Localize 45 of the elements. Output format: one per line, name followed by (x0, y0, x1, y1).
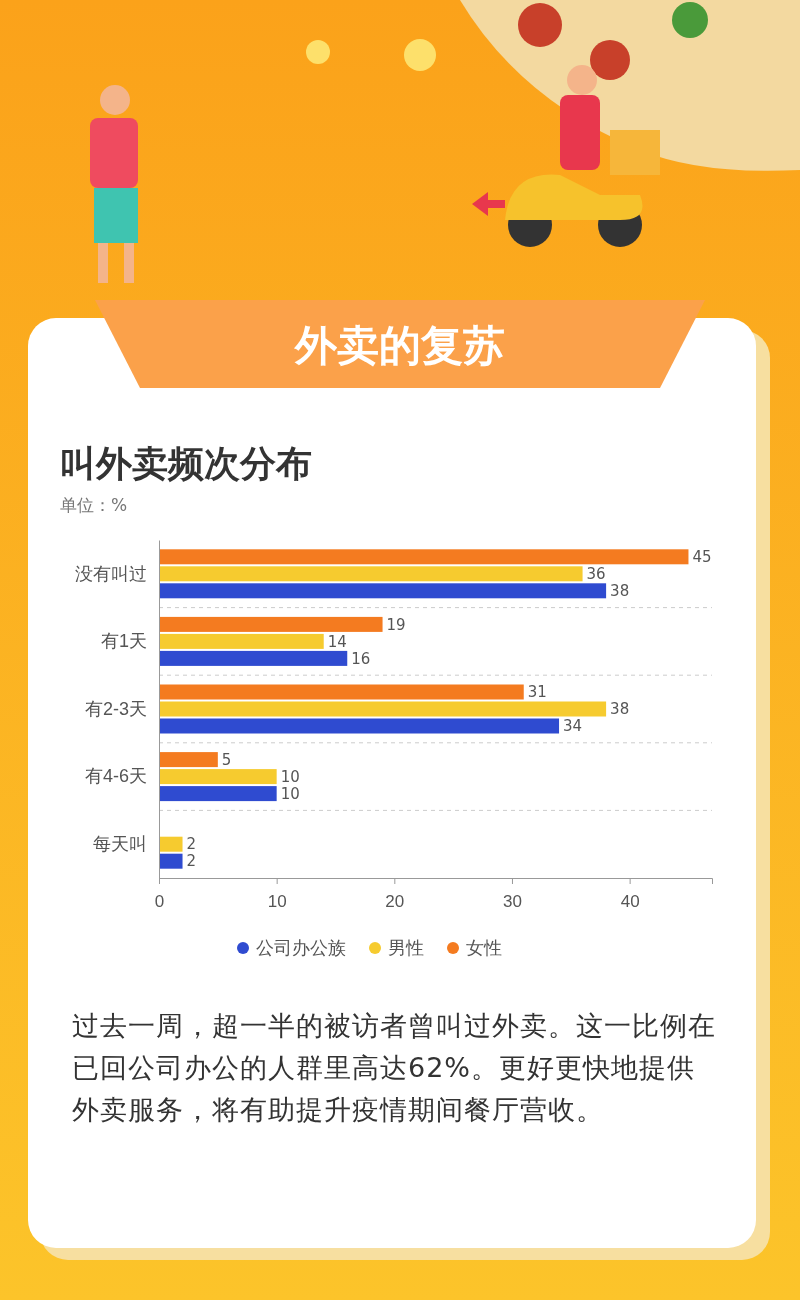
bar (159, 752, 218, 768)
bar (159, 836, 183, 852)
data-label: 38 (610, 700, 630, 719)
bar (159, 786, 277, 802)
data-label: 5 (221, 750, 232, 769)
data-label: 10 (280, 784, 300, 803)
x-tick-label: 30 (503, 892, 522, 912)
bar (159, 549, 689, 565)
legend-label: 男性 (388, 937, 424, 959)
bar (159, 684, 524, 700)
y-tick-label: 有2-3天 (84, 698, 147, 719)
bar (159, 718, 560, 734)
data-label: 38 (610, 582, 630, 601)
data-label: 2 (186, 852, 197, 871)
x-tick-label: 20 (385, 892, 405, 912)
y-tick-label: 每天叫 (93, 833, 147, 854)
bar (159, 633, 324, 649)
legend-label: 女性 (466, 937, 502, 959)
bar (159, 650, 348, 666)
text: 外卖的复苏 (294, 321, 505, 370)
text: 过去一周，超一半的被访者曾叫过外卖。这一比例在已回公司办公的人群里高达62%。更好更快地提供外卖服务，将有助提升疫情期间餐厅营收。 (72, 1009, 717, 1127)
y-tick-label: 没有叫过 (75, 563, 147, 584)
data-label: 34 (563, 717, 583, 736)
y-tick-label: 有1天 (100, 631, 147, 652)
chart-title: 叫外卖频次分布 (60, 443, 312, 484)
data-label: 14 (327, 632, 347, 651)
bar (159, 566, 583, 582)
data-label: 45 (692, 548, 712, 567)
data-label: 16 (351, 649, 371, 668)
data-label: 19 (386, 615, 406, 634)
data-label: 10 (280, 767, 300, 786)
data-label: 31 (527, 683, 547, 702)
x-tick-label: 40 (620, 892, 640, 912)
bar (159, 769, 277, 785)
chart-subtitle: 单位：% (60, 495, 128, 515)
x-tick-label: 10 (267, 892, 287, 912)
data-label: 2 (186, 835, 197, 854)
bar (159, 616, 383, 632)
x-tick-label: 0 (154, 892, 165, 912)
bar (159, 701, 607, 717)
legend-label: 公司办公族 (256, 937, 346, 959)
bar (159, 583, 607, 599)
bar (159, 853, 183, 869)
y-tick-label: 有4-6天 (84, 766, 147, 787)
data-label: 36 (586, 565, 606, 584)
